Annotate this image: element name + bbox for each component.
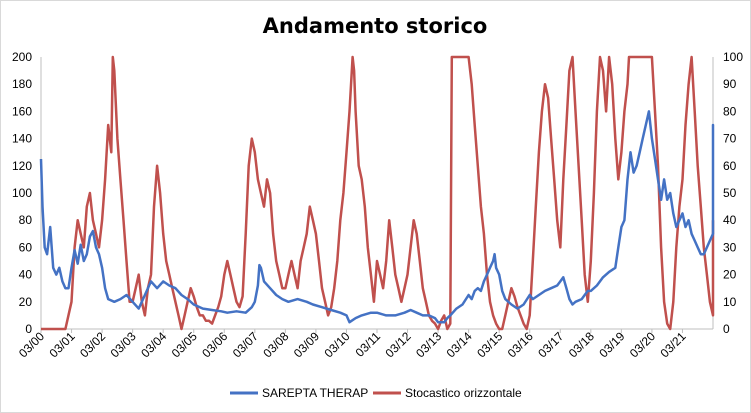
x-tick-label: 03/04	[138, 329, 169, 360]
y-left-tick-label: 120	[12, 159, 32, 173]
series-lines	[39, 55, 715, 331]
y-left-tick-label: 0	[25, 322, 32, 336]
x-tick-label: 03/09	[291, 329, 322, 360]
x-tick-label: 03/06	[199, 329, 230, 360]
x-tick-label: 03/11	[353, 329, 384, 360]
y-right-tick-label: 30	[723, 240, 737, 254]
y-right-tick-labels: 0 10 20 30 40 50 60 70 80 90 100	[723, 50, 743, 336]
y-left-tick-labels: 0 20 40 60 80 100 120 140 160 180 200	[12, 50, 32, 336]
x-tick-label: 03/14	[444, 329, 475, 360]
x-tick-label: 03/21	[657, 329, 688, 360]
x-tick-label: 03/01	[47, 329, 78, 360]
y-right-tick-label: 50	[723, 186, 737, 200]
y-right-tick-label: 0	[723, 322, 730, 336]
x-tick-label: 03/17	[535, 329, 566, 360]
series-line-stocastico	[41, 55, 715, 331]
y-right-tick-label: 80	[723, 104, 737, 118]
x-tick-label: 03/15	[474, 329, 505, 360]
legend-label-sarepta: SAREPTA THERAP	[262, 386, 368, 400]
x-tick-label: 03/12	[383, 329, 414, 360]
x-tick-labels: 03/00 03/01 03/02 03/03 03/04 03/05 03/06 03/07…	[16, 329, 689, 360]
x-tick-label: 03/02	[77, 329, 108, 360]
legend-label-stocastico: Stocastico orizzontale	[405, 386, 522, 400]
y-right-tick-label: 70	[723, 132, 737, 146]
y-left-tick-label: 40	[19, 268, 33, 282]
x-tick-label: 03/03	[108, 329, 139, 360]
y-right-tick-label: 60	[723, 159, 737, 173]
y-right-tick-label: 100	[723, 50, 743, 64]
y-left-tick-label: 80	[19, 213, 33, 227]
x-tick-label: 03/13	[413, 329, 444, 360]
y-right-tick-label: 40	[723, 213, 737, 227]
y-right-tick-label: 90	[723, 77, 737, 91]
y-right-tick-label: 20	[723, 268, 737, 282]
y-right-tick-label: 10	[723, 295, 737, 309]
y-left-tick-label: 100	[12, 186, 32, 200]
x-tick-label: 03/00	[16, 329, 47, 360]
y-left-tick-label: 60	[19, 240, 33, 254]
x-tick-label: 03/19	[596, 329, 627, 360]
y-left-tick-label: 160	[12, 104, 32, 118]
x-tick-label: 03/10	[321, 329, 352, 360]
legend: SAREPTA THERAP Stocastico orizzontale	[230, 386, 522, 400]
x-tick-label: 03/07	[230, 329, 261, 360]
x-tick-label: 03/20	[627, 329, 658, 360]
y-left-tick-label: 200	[12, 50, 32, 64]
y-left-tick-label: 180	[12, 77, 32, 91]
series-line-sarepta	[39, 110, 715, 324]
y-left-tick-label: 20	[19, 295, 33, 309]
x-tick-label: 03/08	[260, 329, 291, 360]
chart-title: Andamento storico	[263, 14, 488, 38]
x-tick-label: 03/05	[169, 329, 200, 360]
x-tick-label: 03/18	[566, 329, 597, 360]
y-left-tick-label: 140	[12, 132, 32, 146]
x-tick-label: 03/16	[505, 329, 536, 360]
